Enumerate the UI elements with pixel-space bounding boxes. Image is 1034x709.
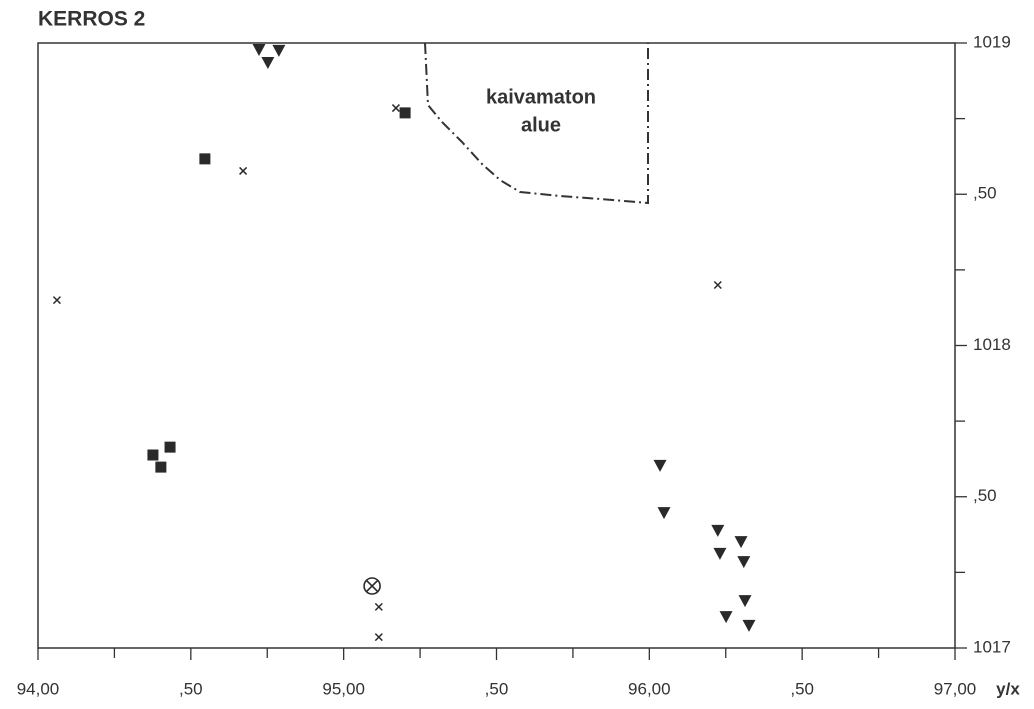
y-tick-label: 1018 bbox=[973, 335, 1011, 354]
circle-cross-marker bbox=[363, 577, 381, 595]
x-tick-label: ,50 bbox=[179, 679, 203, 698]
square-marker bbox=[399, 107, 411, 119]
triangle-marker bbox=[734, 536, 748, 549]
y-tick-label: 1017 bbox=[973, 637, 1011, 656]
triangle-marker bbox=[261, 56, 275, 69]
y-tick-label: ,50 bbox=[973, 184, 997, 203]
triangle-marker bbox=[713, 547, 727, 560]
triangle-marker bbox=[738, 595, 752, 608]
y-tick-label: ,50 bbox=[973, 486, 997, 505]
triangle-marker bbox=[737, 556, 751, 569]
cross-marker bbox=[239, 166, 248, 175]
triangle-marker bbox=[252, 43, 266, 56]
x-tick-label: 96,00 bbox=[628, 679, 671, 698]
square-marker bbox=[155, 461, 167, 473]
triangle-marker bbox=[657, 507, 671, 520]
x-tick-label: 94,00 bbox=[17, 679, 60, 698]
triangle-marker bbox=[719, 611, 733, 624]
square-marker bbox=[164, 441, 176, 453]
square-marker bbox=[199, 153, 211, 165]
triangle-marker bbox=[272, 44, 286, 57]
cross-marker bbox=[391, 104, 400, 113]
triangle-marker bbox=[711, 524, 725, 537]
x-tick-label: 95,00 bbox=[322, 679, 365, 698]
cross-marker bbox=[374, 602, 383, 611]
triangle-marker bbox=[742, 619, 756, 632]
annotation: kaivamaton bbox=[486, 86, 596, 108]
x-tick-label: 97,00 bbox=[934, 679, 977, 698]
annotation: alue bbox=[521, 114, 561, 136]
cross-marker bbox=[374, 633, 383, 642]
x-tick-label: ,50 bbox=[790, 679, 814, 698]
cross-marker bbox=[52, 296, 61, 305]
plot-frame bbox=[37, 42, 956, 649]
chart-title: KERROS 2 bbox=[38, 8, 145, 31]
y-tick-label: 1019 bbox=[973, 32, 1011, 51]
square-marker bbox=[147, 449, 159, 461]
x-axis-label: y/x bbox=[996, 679, 1020, 698]
x-tick-label: ,50 bbox=[485, 679, 509, 698]
cross-marker bbox=[713, 280, 722, 290]
triangle-marker bbox=[653, 459, 667, 472]
